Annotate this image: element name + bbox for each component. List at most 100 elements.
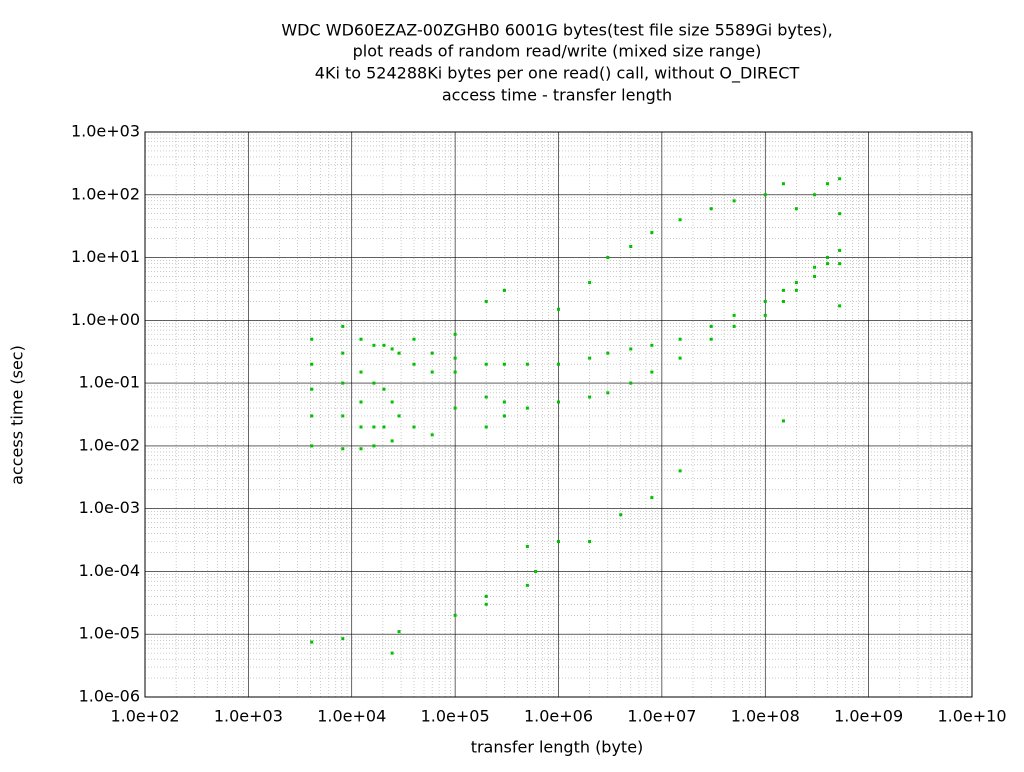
x-tick-label: 1.0e+09 — [834, 707, 903, 726]
chart-title: access time - transfer length — [442, 86, 672, 105]
point — [502, 414, 506, 418]
point — [310, 414, 314, 418]
point — [825, 262, 829, 266]
point — [781, 288, 785, 292]
point — [557, 400, 560, 404]
point — [763, 313, 767, 317]
point — [557, 307, 560, 311]
x-tick-label: 1.0e+02 — [110, 707, 179, 726]
point — [397, 351, 401, 355]
point — [825, 182, 829, 186]
point — [341, 414, 345, 418]
point — [534, 569, 538, 573]
point — [588, 356, 592, 360]
point — [650, 231, 654, 235]
point — [629, 347, 633, 351]
point — [430, 351, 434, 355]
point — [794, 288, 798, 292]
point — [813, 193, 817, 197]
point — [397, 414, 401, 418]
point — [650, 343, 654, 347]
x-tick-label: 1.0e+06 — [524, 707, 593, 726]
y-tick-label: 1.0e-02 — [79, 435, 140, 454]
point — [838, 248, 842, 252]
point — [709, 324, 713, 328]
point — [372, 444, 376, 448]
point — [484, 594, 488, 598]
point — [619, 513, 623, 517]
point — [372, 425, 376, 429]
y-tick-label: 1.0e+00 — [71, 310, 140, 329]
point — [484, 425, 488, 429]
point — [813, 274, 817, 278]
point — [484, 299, 488, 303]
point — [838, 304, 842, 308]
point — [310, 337, 314, 341]
point — [382, 425, 386, 429]
point — [359, 447, 363, 451]
point — [502, 362, 506, 366]
point — [678, 469, 682, 473]
point — [525, 362, 529, 366]
point — [825, 256, 829, 260]
point — [588, 539, 592, 543]
x-tick-label: 1.0e+10 — [937, 707, 1006, 726]
chart-title: WDC WD60EZAZ-00ZGHB0 6001G bytes(test fi… — [281, 21, 832, 40]
point — [484, 362, 488, 366]
point — [781, 182, 785, 186]
point — [453, 613, 457, 617]
point — [310, 387, 314, 391]
point — [606, 256, 610, 260]
point — [453, 356, 457, 360]
x-tick-label: 1.0e+07 — [627, 707, 696, 726]
point — [372, 381, 376, 385]
point — [781, 419, 785, 423]
point — [412, 425, 416, 429]
point — [763, 299, 767, 303]
y-tick-label: 1.0e-05 — [79, 624, 140, 643]
point — [557, 362, 560, 366]
point — [732, 324, 736, 328]
x-tick-label: 1.0e+03 — [214, 707, 283, 726]
point — [484, 602, 488, 606]
point — [341, 351, 345, 355]
point — [732, 313, 736, 317]
x-tick-label: 1.0e+08 — [731, 707, 800, 726]
point — [430, 433, 434, 437]
y-tick-label: 1.0e+03 — [71, 122, 140, 141]
point — [781, 299, 785, 303]
point — [813, 265, 817, 269]
point — [606, 391, 610, 395]
point — [390, 400, 394, 404]
point — [709, 207, 713, 211]
point — [838, 212, 842, 216]
y-tick-label: 1.0e+02 — [71, 184, 140, 203]
point — [557, 539, 560, 543]
point — [390, 651, 394, 655]
point — [525, 406, 529, 410]
point — [502, 288, 506, 292]
point — [525, 583, 529, 587]
point — [372, 343, 376, 347]
point — [650, 370, 654, 374]
point — [382, 387, 386, 391]
y-tick-label: 1.0e-06 — [79, 687, 140, 706]
point — [382, 343, 386, 347]
point — [838, 262, 842, 266]
point — [412, 362, 416, 366]
x-tick-label: 1.0e+05 — [421, 707, 490, 726]
point — [484, 395, 488, 399]
point — [341, 381, 345, 385]
point — [390, 439, 394, 443]
point — [838, 177, 842, 181]
point — [678, 218, 682, 222]
plot-border — [144, 131, 973, 698]
point — [794, 207, 798, 211]
point — [629, 245, 633, 249]
point — [359, 337, 363, 341]
point — [453, 332, 457, 336]
point — [453, 370, 457, 374]
point — [359, 425, 363, 429]
point — [397, 630, 401, 634]
